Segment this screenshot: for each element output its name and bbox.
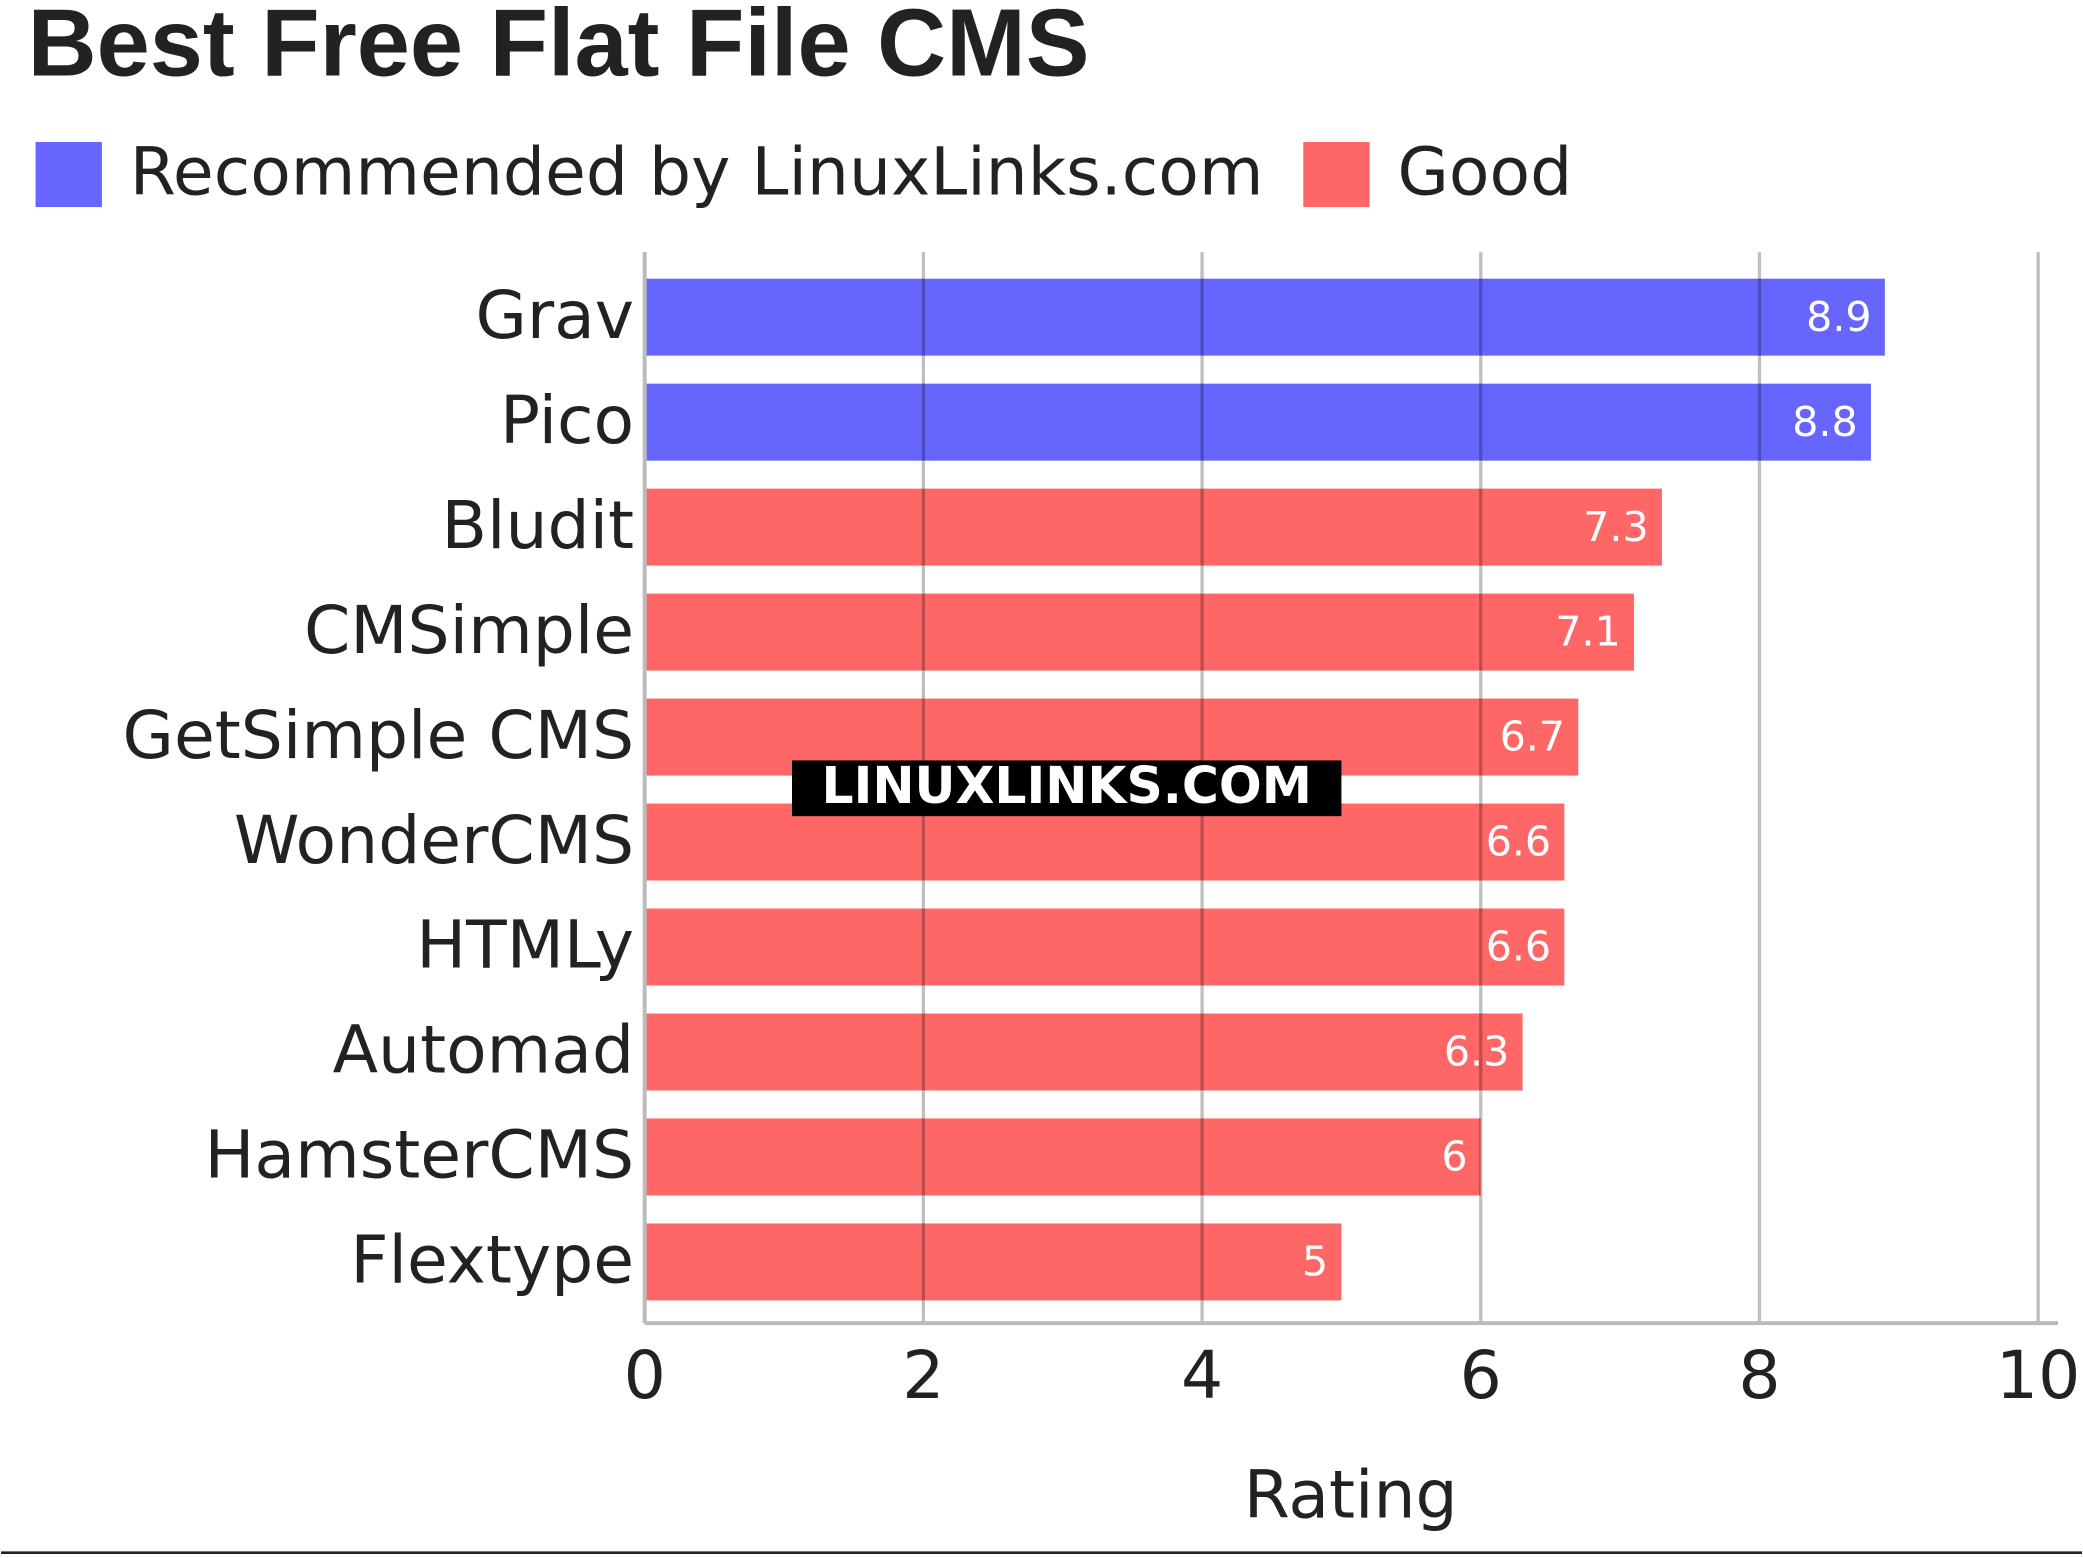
bar [644,383,1871,461]
bar [644,1013,1523,1091]
value-label: 8.8 [1792,398,1857,446]
legend-label: Recommended by LinuxLinks.com [130,133,1264,211]
x-tick-label: 6 [1460,1336,1502,1414]
y-tick-label: Grav [475,276,634,354]
x-tick-label: 0 [624,1336,666,1414]
y-tick-label: GetSimple CMS [123,696,635,774]
legend-swatch [35,141,102,208]
x-tick-label: 4 [1181,1336,1223,1414]
value-label: 6.7 [1500,713,1565,761]
y-tick-label: HTMLy [416,906,634,984]
bar [644,908,1565,986]
bar [644,488,1662,566]
bar [644,803,1565,881]
x-tick-label: 10 [1996,1336,2080,1414]
y-tick-label: Flextype [350,1221,634,1299]
x-tick-label: 2 [902,1336,944,1414]
value-label: 6.6 [1486,923,1551,971]
bar [644,1118,1481,1196]
value-label: 6 [1441,1133,1467,1181]
value-label: 7.3 [1583,503,1648,551]
value-label: 8.9 [1806,293,1871,341]
y-tick-label: CMSimple [304,591,634,669]
y-tick-label: HamsterCMS [205,1116,635,1194]
value-label: 7.1 [1555,608,1620,656]
value-label: 5 [1302,1238,1328,1286]
y-tick-label: WonderCMS [234,801,634,879]
y-tick-label: Bludit [442,486,635,564]
y-tick-label: Pico [500,381,634,459]
bar [644,593,1635,671]
bar [644,1223,1342,1301]
bar [644,278,1885,356]
chart-title: Best Free Flat File CMS [28,0,1090,97]
y-tick-label: Automad [333,1011,634,1089]
watermark-box [792,760,1342,817]
legend-label: Good [1398,133,1573,211]
watermark: LINUXLINKS.COM [821,756,1311,815]
x-tick-label: 8 [1738,1336,1780,1414]
x-axis-label: Rating [1244,1456,1458,1534]
legend-swatch [1303,141,1370,208]
value-label: 6.6 [1486,818,1551,866]
value-label: 6.3 [1444,1028,1509,1076]
